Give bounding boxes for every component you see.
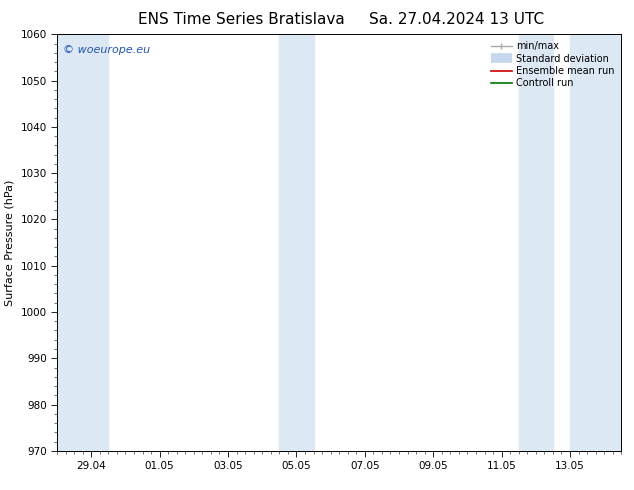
Bar — [519, 34, 553, 451]
Bar — [57, 34, 108, 451]
Legend: min/max, Standard deviation, Ensemble mean run, Controll run: min/max, Standard deviation, Ensemble me… — [489, 39, 616, 90]
Text: © woeurope.eu: © woeurope.eu — [63, 45, 150, 55]
Bar — [570, 34, 621, 451]
Text: ENS Time Series Bratislava: ENS Time Series Bratislava — [138, 12, 344, 27]
Y-axis label: Surface Pressure (hPa): Surface Pressure (hPa) — [5, 179, 15, 306]
Bar — [280, 34, 314, 451]
Text: Sa. 27.04.2024 13 UTC: Sa. 27.04.2024 13 UTC — [369, 12, 544, 27]
